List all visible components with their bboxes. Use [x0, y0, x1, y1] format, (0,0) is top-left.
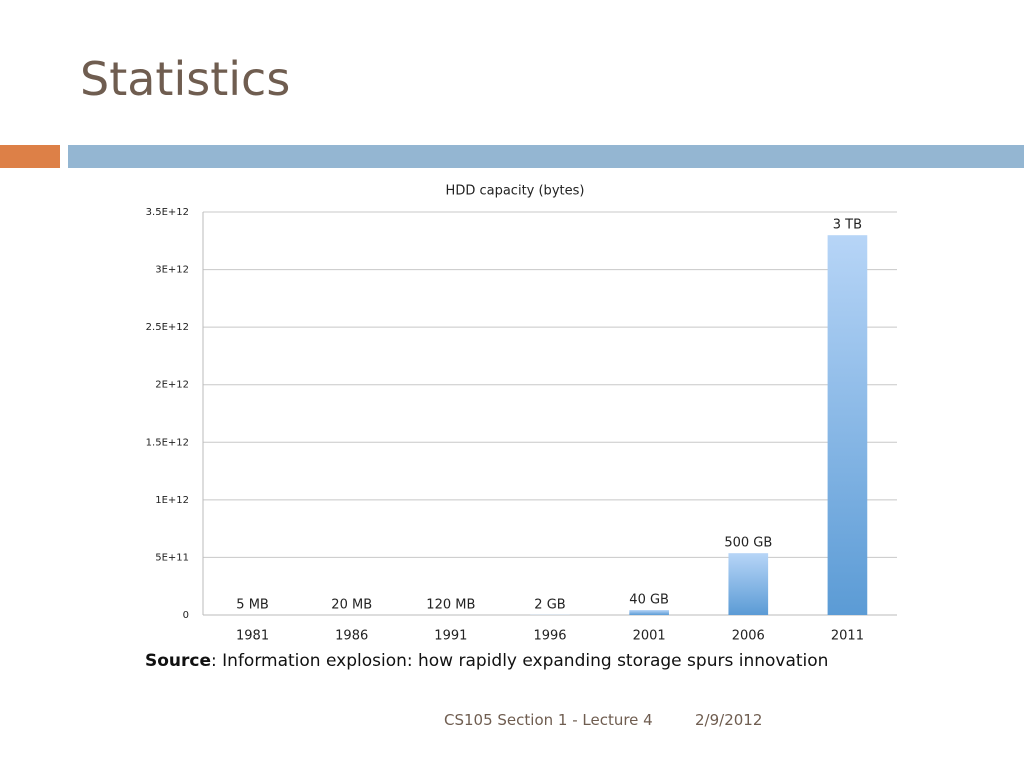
y-tick-label: 2.5E+12 [146, 322, 189, 333]
x-tick-label: 1996 [533, 629, 566, 644]
footer-date: 2/9/2012 [695, 711, 763, 729]
y-tick-label: 1E+12 [155, 495, 189, 506]
footer: CS105 Section 1 - Lecture 4 [444, 711, 653, 729]
x-tick-label: 1986 [335, 629, 368, 644]
data-label: 20 MB [331, 597, 372, 612]
y-tick-label: 2E+12 [155, 380, 189, 391]
data-label: 3 TB [833, 218, 862, 233]
bar [629, 610, 669, 615]
source-label: Source [145, 651, 212, 671]
data-label: 40 GB [629, 593, 669, 608]
bar [827, 235, 868, 615]
bar [728, 553, 769, 615]
x-tick-label: 1981 [236, 629, 269, 644]
y-tick-label: 1.5E+12 [146, 437, 189, 448]
y-tick-label: 0 [183, 610, 189, 621]
accent-bar [68, 145, 1024, 168]
x-tick-label: 2006 [732, 629, 765, 644]
x-tick-label: 2011 [831, 629, 864, 644]
source-note: Source: Information explosion: how rapid… [145, 651, 828, 671]
slide-title: Statistics [80, 52, 291, 106]
y-tick-label: 5E+11 [155, 552, 189, 563]
y-tick-label: 3E+12 [155, 265, 189, 276]
data-label: 500 GB [724, 536, 772, 551]
x-tick-label: 2001 [633, 629, 666, 644]
data-label: 2 GB [534, 597, 565, 612]
source-text: : Information explosion: how rapidly exp… [211, 651, 829, 671]
y-tick-label: 3.5E+12 [146, 207, 189, 218]
accent-bar [0, 145, 60, 168]
x-tick-label: 1991 [434, 629, 467, 644]
data-label: 120 MB [426, 597, 475, 612]
chart-title: HDD capacity (bytes) [446, 184, 585, 199]
data-label: 5 MB [236, 597, 269, 612]
